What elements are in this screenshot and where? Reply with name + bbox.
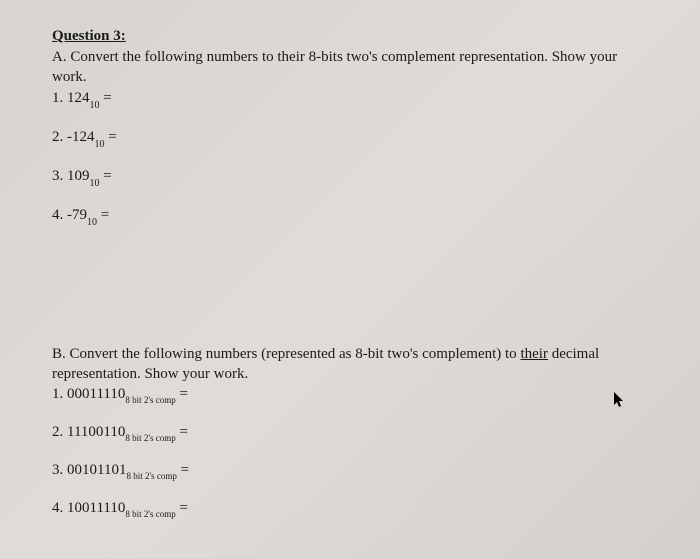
part-b-item-1: 1. 000111108 bit 2's comp = [52, 386, 648, 404]
item-subscript: 10 [90, 178, 100, 189]
item-equals: = [97, 207, 109, 223]
item-number: 2. [52, 424, 63, 440]
item-equals: = [100, 90, 112, 106]
item-value: 109 [67, 168, 90, 184]
item-subscript: 10 [90, 100, 100, 111]
part-b-item-4: 4. 100111108 bit 2's comp = [52, 500, 648, 518]
item-number: 1. [52, 90, 63, 106]
item-equals: = [176, 424, 188, 440]
item-value: -79 [67, 207, 87, 223]
item-number: 4. [52, 207, 63, 223]
item-subscript: 10 [95, 139, 105, 150]
item-equals: = [176, 500, 188, 516]
item-equals: = [100, 168, 112, 184]
item-value: 00101101 [67, 462, 126, 478]
part-b-item-2: 2. 111001108 bit 2's comp = [52, 424, 648, 442]
item-subscript: 8 bit 2's comp [126, 471, 176, 481]
item-number: 3. [52, 462, 63, 478]
item-number: 4. [52, 500, 63, 516]
part-a-instruction: A. Convert the following numbers to thei… [52, 47, 648, 88]
cursor-icon [614, 392, 626, 413]
part-a: A. Convert the following numbers to thei… [52, 47, 648, 226]
question-container: Question 3: A. Convert the following num… [52, 28, 648, 518]
item-equals: = [176, 386, 188, 402]
item-number: 1. [52, 386, 63, 402]
part-a-item-4: 4. -7910 = [52, 207, 648, 226]
item-subscript: 8 bit 2's comp [125, 509, 175, 519]
question-title: Question 3: [52, 28, 648, 45]
item-value: -124 [67, 129, 95, 145]
item-value: 00011110 [67, 386, 125, 402]
part-b-instruction: B. Convert the following numbers (repres… [52, 344, 648, 385]
part-a-item-2: 2. -12410 = [52, 129, 648, 148]
item-number: 2. [52, 129, 63, 145]
item-subscript: 8 bit 2's comp [125, 433, 175, 443]
item-value: 10011110 [67, 500, 125, 516]
item-subscript: 10 [87, 217, 97, 228]
part-b: B. Convert the following numbers (repres… [52, 344, 648, 519]
part-b-item-3: 3. 001011018 bit 2's comp = [52, 462, 648, 480]
part-a-item-3: 3. 10910 = [52, 168, 648, 187]
item-value: 11100110 [67, 424, 125, 440]
instruction-underlined: their [520, 346, 548, 362]
item-equals: = [105, 129, 117, 145]
item-value: 124 [67, 90, 90, 106]
instruction-prefix: B. Convert the following numbers (repres… [52, 346, 520, 362]
part-a-item-1: 1. 12410 = [52, 90, 648, 109]
item-number: 3. [52, 168, 63, 184]
item-equals: = [177, 462, 189, 478]
item-subscript: 8 bit 2's comp [125, 395, 175, 405]
